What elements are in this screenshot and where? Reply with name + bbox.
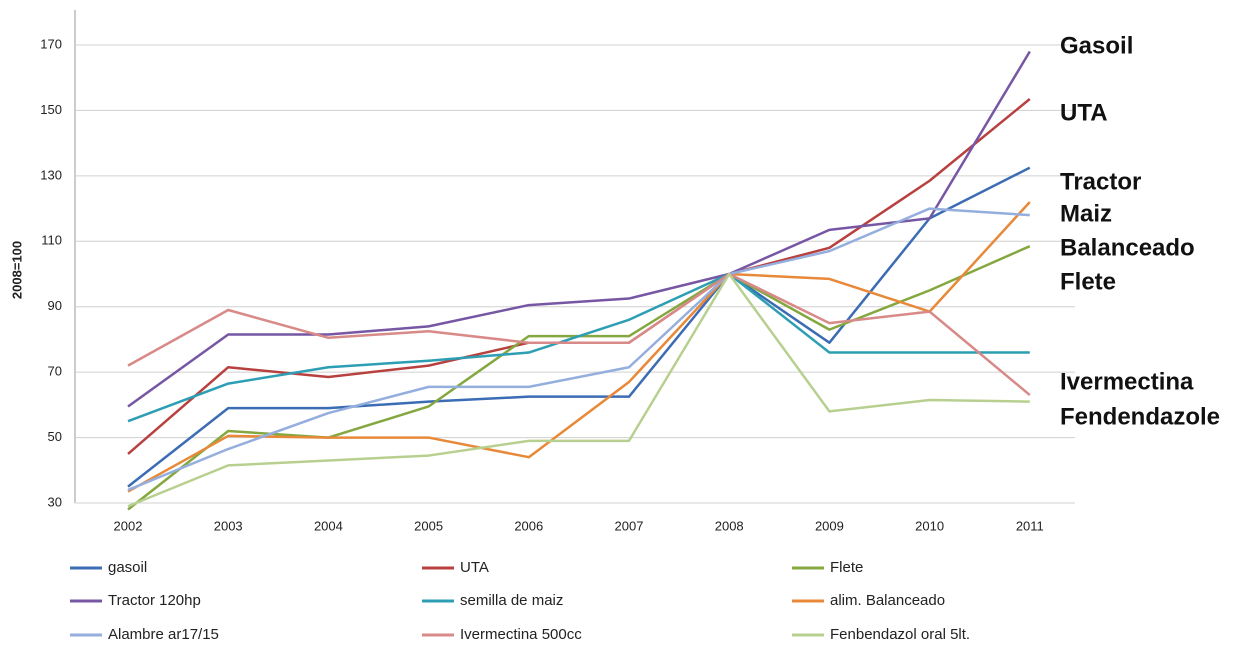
y-tick-label: 50	[48, 429, 62, 444]
series-line	[127, 272, 1031, 397]
legend-label: alim. Balanceado	[830, 592, 945, 609]
legend-label: gasoil	[108, 559, 147, 576]
x-tick-label: 2004	[314, 518, 343, 533]
annotation: Ivermectina	[1060, 368, 1194, 395]
x-tick-label: 2005	[414, 518, 443, 533]
y-tick-label: 170	[40, 36, 62, 51]
series-line	[127, 272, 1030, 508]
x-tick-label: 2010	[915, 518, 944, 533]
x-tick-label: 2011	[1016, 518, 1044, 533]
x-tick-label: 2009	[815, 518, 844, 533]
annotation: Gasoil	[1060, 32, 1133, 59]
x-tick-label: 2007	[615, 518, 644, 533]
annotation: Balanceado	[1060, 234, 1195, 261]
legend-label: Fenbendazol oral 5lt.	[830, 626, 970, 643]
annotation: Maiz	[1060, 200, 1112, 227]
legend-label: Alambre ar17/15	[108, 626, 219, 643]
series-line	[127, 50, 1031, 408]
annotation: Tractor	[1060, 168, 1141, 195]
annotation: UTA	[1060, 99, 1108, 126]
series-line	[127, 98, 1031, 455]
legend-label: Flete	[830, 559, 863, 576]
y-tick-label: 90	[48, 298, 62, 313]
x-tick-label: 2006	[514, 518, 543, 533]
annotation: Fendendazole	[1060, 403, 1220, 430]
legend-label: Ivermectina 500cc	[460, 626, 582, 643]
y-tick-label: 110	[41, 233, 62, 248]
y-axis-label: 2008=100	[9, 241, 24, 299]
x-tick-label: 2003	[214, 518, 243, 533]
y-tick-label: 130	[40, 167, 62, 182]
legend-label: UTA	[460, 559, 489, 576]
series-line	[127, 201, 1031, 493]
series-line	[127, 207, 1030, 492]
legend-label: Tractor 120hp	[108, 592, 201, 609]
y-tick-label: 30	[48, 494, 62, 509]
series-line	[127, 166, 1031, 488]
y-tick-label: 70	[48, 364, 62, 379]
series-line	[127, 272, 1030, 423]
x-tick-label: 2002	[114, 518, 143, 533]
x-tick-label: 2008	[715, 518, 744, 533]
legend-label: semilla de maiz	[460, 592, 563, 609]
annotation: Flete	[1060, 268, 1116, 295]
y-tick-label: 150	[40, 102, 62, 117]
